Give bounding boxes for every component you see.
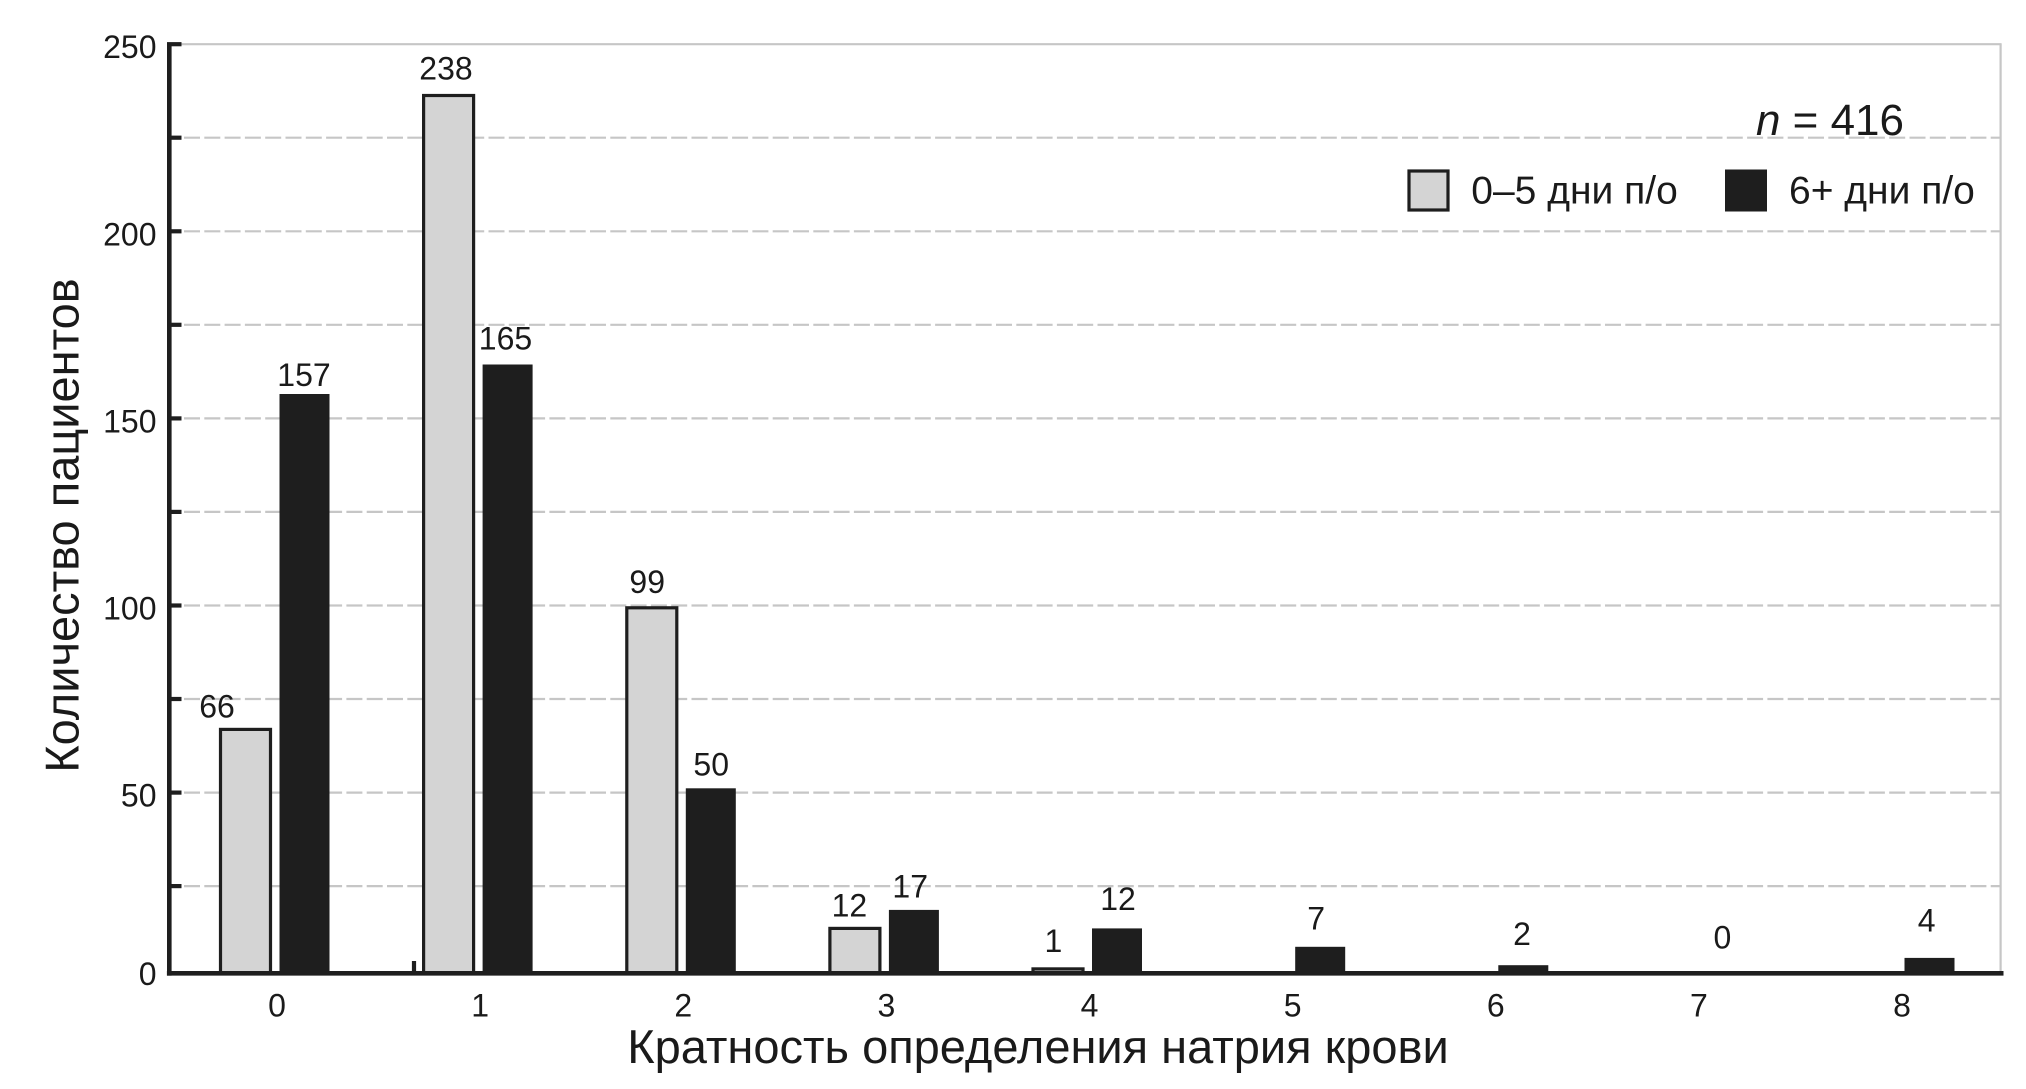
svg-text:n = 416: n = 416: [1756, 96, 1904, 145]
svg-text:12: 12: [832, 888, 868, 924]
svg-text:200: 200: [103, 216, 156, 252]
svg-text:Количество пациентов: Количество пациентов: [36, 278, 89, 772]
svg-text:2: 2: [674, 988, 692, 1024]
svg-text:6+ дни п/о: 6+ дни п/о: [1789, 170, 1975, 213]
svg-text:1: 1: [471, 988, 489, 1024]
svg-text:3: 3: [878, 988, 896, 1024]
svg-text:0: 0: [139, 956, 157, 992]
svg-text:1: 1: [1045, 923, 1063, 959]
svg-text:17: 17: [892, 869, 928, 905]
svg-text:165: 165: [479, 321, 532, 357]
svg-text:157: 157: [277, 357, 330, 393]
svg-text:100: 100: [103, 591, 156, 627]
svg-text:99: 99: [629, 564, 665, 600]
svg-text:2: 2: [1513, 916, 1531, 952]
svg-text:250: 250: [103, 29, 156, 65]
svg-text:4: 4: [1918, 903, 1936, 939]
svg-text:0: 0: [268, 988, 286, 1024]
svg-text:50: 50: [121, 778, 157, 814]
svg-text:6: 6: [1487, 988, 1505, 1024]
svg-text:5: 5: [1284, 988, 1302, 1024]
svg-text:7: 7: [1690, 988, 1708, 1024]
svg-text:12: 12: [1100, 881, 1136, 917]
svg-text:4: 4: [1081, 988, 1099, 1024]
svg-text:238: 238: [419, 51, 472, 87]
svg-text:50: 50: [693, 747, 729, 783]
svg-text:Кратность определения натрия к: Кратность определения натрия крови: [627, 1020, 1449, 1073]
svg-text:66: 66: [199, 688, 235, 724]
svg-text:0–5 дни п/о: 0–5 дни п/о: [1471, 170, 1677, 213]
svg-text:0: 0: [1714, 919, 1732, 955]
svg-text:150: 150: [103, 403, 156, 439]
svg-text:7: 7: [1307, 901, 1325, 937]
svg-text:8: 8: [1893, 988, 1911, 1024]
